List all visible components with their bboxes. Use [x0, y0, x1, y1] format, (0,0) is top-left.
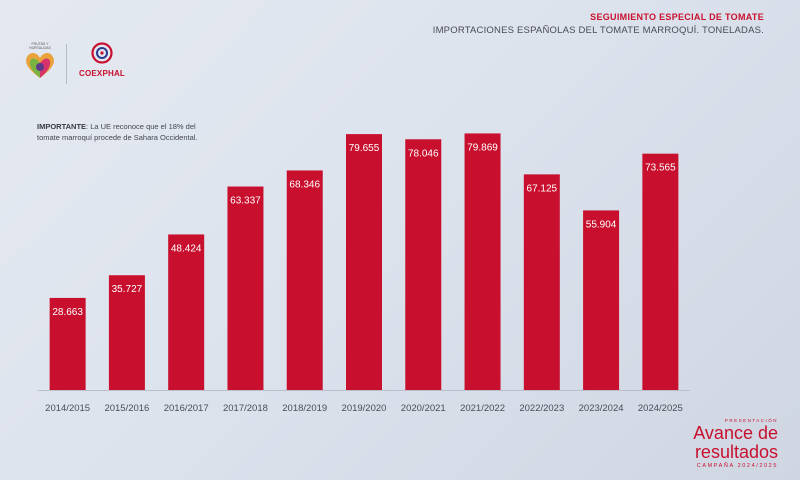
bar-value-label: 79.869 [467, 142, 498, 153]
x-tick-label: 2023/2024 [579, 403, 624, 414]
logo-area: FRUTAS Y HORTALIZAS COEXPHAL [22, 42, 142, 92]
coexphal-logo: COEXPHAL [72, 42, 132, 78]
important-label: IMPORTANTE [37, 122, 87, 131]
coexphal-emblem-icon [91, 42, 113, 64]
page-title: SEGUIMIENTO ESPECIAL DE TOMATE [590, 12, 764, 22]
heart-logo-icon [26, 52, 54, 78]
bar-2019-2020 [346, 134, 382, 390]
bar-2021-2022 [464, 133, 501, 390]
bar-2017-2018 [227, 186, 264, 390]
branding-campaign: CAMPAÑA 2024/2025 [696, 463, 778, 469]
x-tick-label: 2019/2020 [342, 403, 387, 414]
bar-value-label: 78.046 [408, 148, 439, 159]
branding-title-line1: Avance de [693, 423, 778, 443]
bar-2015-2016 [108, 275, 145, 390]
bar-2014-2015 [49, 297, 86, 390]
coexphal-logo-text: COEXPHAL [78, 69, 126, 78]
bar-value-label: 63.337 [230, 196, 261, 207]
branding-title-line2: resultados [694, 442, 778, 462]
important-text: : La UE reconoce que el 18% del tomate m… [37, 122, 198, 142]
bar-value-label: 67.125 [527, 183, 558, 194]
x-tick-label: 2018/2019 [282, 403, 327, 414]
x-tick-label: 2024/2025 [638, 403, 683, 414]
bar-value-label: 68.346 [289, 179, 320, 190]
bar-2016-2017 [168, 234, 205, 390]
bar-2023-2024 [583, 210, 620, 390]
x-tick-label: 2022/2023 [519, 403, 564, 414]
bar-value-label: 55.904 [586, 219, 617, 230]
x-tick-label: 2020/2021 [401, 403, 446, 414]
x-tick-label: 2015/2016 [104, 403, 149, 414]
bar-value-label: 28.663 [52, 307, 83, 318]
bar-value-label: 73.565 [645, 163, 676, 174]
frutas-hortalizas-logo: FRUTAS Y HORTALIZAS [22, 42, 58, 85]
bar-2020-2021 [405, 139, 442, 390]
x-tick-label: 2014/2015 [45, 403, 90, 414]
page-subtitle: IMPORTACIONES ESPAÑOLAS DEL TOMATE MARRO… [432, 25, 764, 36]
bar-value-label: 48.424 [171, 243, 202, 254]
bar-2018-2019 [286, 170, 323, 390]
bar-value-label: 79.655 [349, 143, 380, 154]
x-tick-label: 2021/2022 [460, 403, 505, 414]
important-note: IMPORTANTE: La UE reconoce que el 18% de… [37, 121, 207, 143]
bar-2024-2025 [642, 153, 679, 390]
logo-divider [66, 44, 67, 84]
presentation-branding: PRESENTACIÓN Avance de resultados CAMPAÑ… [658, 418, 778, 469]
x-tick-label: 2016/2017 [164, 403, 209, 414]
frutas-hortalizas-logo-text: FRUTAS Y HORTALIZAS [29, 42, 51, 50]
slide-title: SEGUIMIENTO ESPECIAL DE TOMATE IMPORTACI… [433, 12, 764, 36]
bar-value-label: 35.727 [112, 284, 143, 295]
bar-2022-2023 [523, 174, 560, 390]
branding-pretitle: PRESENTACIÓN [724, 418, 778, 423]
x-tick-label: 2017/2018 [223, 403, 268, 414]
